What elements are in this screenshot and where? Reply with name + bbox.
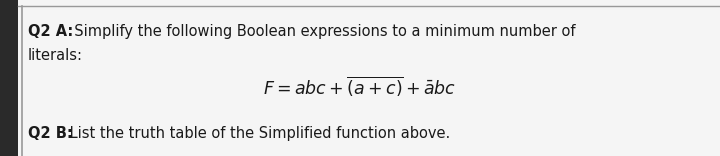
- Text: Q2 B:: Q2 B:: [28, 126, 73, 141]
- Bar: [0, 0, 18, 156]
- Text: Q2 A:: Q2 A:: [28, 24, 73, 39]
- Text: Simplify the following Boolean expressions to a minimum number of: Simplify the following Boolean expressio…: [65, 24, 575, 39]
- Text: List the truth table of the Simplified function above.: List the truth table of the Simplified f…: [65, 126, 450, 141]
- Text: $\mathit{F} = \mathit{abc} + \overline{(\mathit{a}+\mathit{c})} + \bar{\mathit{a: $\mathit{F} = \mathit{abc} + \overline{(…: [264, 74, 456, 98]
- Text: literals:: literals:: [28, 48, 83, 63]
